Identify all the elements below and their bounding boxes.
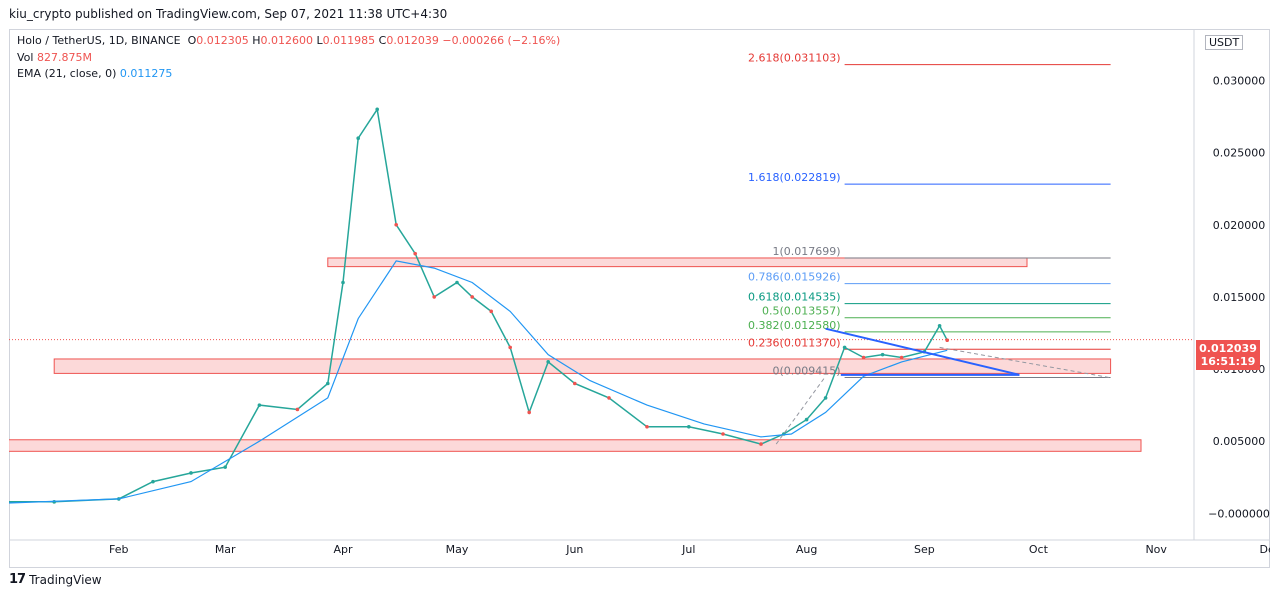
fib-level-label: 0(0.009415) bbox=[773, 365, 841, 378]
trendline bbox=[939, 346, 1111, 379]
fib-level-label: 0.618(0.014535) bbox=[748, 291, 841, 304]
fib-level-label: 0.382(0.012580) bbox=[748, 319, 841, 332]
close-price-point bbox=[223, 465, 227, 469]
close-price-point bbox=[432, 295, 437, 299]
close-price-point bbox=[937, 323, 942, 328]
close-price-point bbox=[375, 107, 380, 112]
close-price-point bbox=[945, 338, 949, 343]
y-tick-label: 0.015000 bbox=[1213, 291, 1266, 304]
symbol-name[interactable]: Holo / TetherUS, 1D, BINANCE bbox=[17, 34, 181, 47]
close-label: C bbox=[378, 34, 387, 47]
close-price-point bbox=[823, 396, 828, 400]
x-tick-label: Oct bbox=[1029, 543, 1049, 556]
vol-value: 827.875M bbox=[36, 51, 92, 64]
close-price-point bbox=[295, 407, 300, 412]
ema-line bbox=[9, 260, 948, 504]
open-label: O bbox=[187, 34, 197, 47]
x-tick-label: Jul bbox=[681, 543, 695, 556]
fib-level-label: 0.786(0.015926) bbox=[748, 271, 841, 284]
x-tick-label: May bbox=[446, 543, 469, 556]
close-price-point bbox=[880, 352, 885, 357]
low-value: 0.011985 bbox=[322, 34, 376, 47]
ema-legend[interactable]: EMA (21, close, 0) 0.011275 bbox=[17, 67, 172, 80]
y-tick-label: 0.025000 bbox=[1213, 147, 1266, 160]
support-resistance-zone bbox=[9, 439, 1142, 452]
tradingview-footer[interactable]: 17 TradingView bbox=[9, 572, 102, 587]
publisher-caption: kiu_crypto published on TradingView.com,… bbox=[9, 7, 448, 21]
close-price-point bbox=[607, 396, 611, 400]
trendline bbox=[825, 327, 1020, 376]
close-value: 0.012039 bbox=[386, 34, 439, 47]
close-price-point bbox=[508, 345, 512, 350]
x-tick-label: Nov bbox=[1145, 543, 1167, 556]
y-tick-label: 0.030000 bbox=[1213, 75, 1266, 88]
x-tick-label: Aug bbox=[796, 543, 817, 556]
y-tick-label: 0.005000 bbox=[1213, 435, 1266, 448]
low-label: L bbox=[316, 34, 323, 47]
x-tick-label: Sep bbox=[914, 543, 935, 556]
fib-level-label: 2.618(0.031103) bbox=[748, 52, 841, 65]
close-price-point bbox=[257, 403, 262, 407]
change-value: −0.000266 (−2.16%) bbox=[442, 34, 561, 47]
close-price-point bbox=[687, 424, 691, 429]
y-tick-label: −0.000000 bbox=[1208, 507, 1270, 520]
vol-label: Vol bbox=[17, 51, 34, 64]
volume-legend[interactable]: Vol 827.875M bbox=[17, 51, 92, 64]
open-value: 0.012305 bbox=[196, 34, 249, 47]
close-price-point bbox=[759, 442, 763, 446]
last-price-tag: 0.012039 16:51:19 bbox=[1196, 340, 1260, 370]
x-tick-label: Feb bbox=[109, 543, 128, 556]
close-price-point bbox=[455, 280, 459, 285]
currency-scale-badge[interactable]: USDT bbox=[1205, 35, 1244, 50]
bar-countdown: 16:51:19 bbox=[1200, 355, 1256, 368]
close-price-point bbox=[804, 417, 809, 422]
close-price-point bbox=[489, 309, 494, 314]
fib-level-label: 1(0.017699) bbox=[773, 245, 841, 258]
close-price-point bbox=[356, 136, 361, 141]
close-price-point bbox=[527, 410, 531, 415]
close-price-point bbox=[861, 355, 866, 360]
close-price-point bbox=[645, 424, 649, 429]
close-price-point bbox=[573, 381, 577, 386]
chart-frame bbox=[9, 29, 1270, 568]
close-price-point bbox=[394, 222, 399, 227]
close-price-point bbox=[413, 251, 418, 256]
close-price-point bbox=[189, 471, 193, 475]
last-price: 0.012039 bbox=[1199, 342, 1257, 355]
fib-level-label: 1.618(0.022819) bbox=[748, 171, 841, 184]
symbol-legend[interactable]: Holo / TetherUS, 1D, BINANCE O0.012305 H… bbox=[17, 34, 560, 47]
x-tick-label: Dec bbox=[1260, 543, 1270, 556]
tradingview-logo-icon: 17 bbox=[9, 572, 26, 587]
x-tick-label: Jun bbox=[565, 543, 583, 556]
close-price-point bbox=[341, 280, 345, 285]
tradingview-brand: TradingView bbox=[29, 572, 102, 587]
close-price-point bbox=[842, 345, 847, 350]
price-chart[interactable]: 0.0300000.0250000.0200000.0150000.010000… bbox=[9, 30, 1270, 568]
close-price-point bbox=[899, 355, 904, 360]
support-resistance-zone bbox=[53, 358, 1112, 374]
close-price-point bbox=[326, 381, 330, 386]
support-resistance-zone bbox=[327, 257, 1028, 268]
ema-value: 0.011275 bbox=[119, 67, 173, 80]
high-value: 0.012600 bbox=[260, 34, 314, 47]
close-price-point bbox=[151, 479, 155, 484]
x-tick-label: Apr bbox=[333, 543, 353, 556]
close-price-point bbox=[470, 295, 475, 299]
close-price-point bbox=[721, 432, 725, 436]
fib-level-label: 0.5(0.013557) bbox=[762, 305, 841, 318]
x-tick-label: Mar bbox=[215, 543, 236, 556]
fib-level-label: 0.236(0.011370) bbox=[748, 336, 841, 349]
high-label: H bbox=[252, 34, 261, 47]
ema-label: EMA (21, close, 0) bbox=[17, 67, 117, 80]
close-price-point bbox=[546, 360, 550, 364]
y-tick-label: 0.020000 bbox=[1213, 219, 1266, 232]
